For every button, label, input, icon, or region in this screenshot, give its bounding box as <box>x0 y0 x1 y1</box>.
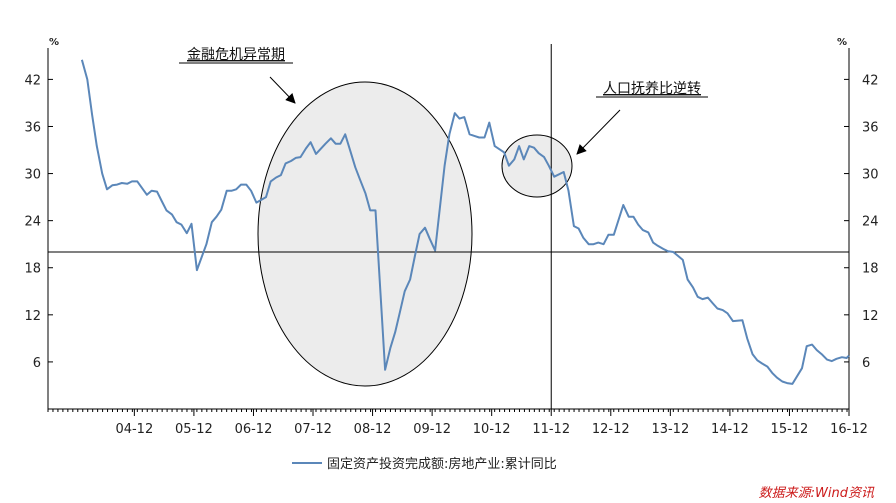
x-tick-label: 09-12 <box>413 422 451 437</box>
y-tick-label-right: 24 <box>862 215 879 230</box>
source-note: 数据来源:Wind资讯 <box>759 486 875 501</box>
y-tick-label-right: 18 <box>862 262 879 277</box>
x-tick-label: 10-12 <box>473 422 511 437</box>
y-tick-label-right: 42 <box>862 73 879 88</box>
x-tick-label: 07-12 <box>294 422 332 437</box>
x-tick-label: 16-12 <box>830 422 868 437</box>
annotation-population-label: 人口抚养比逆转 <box>603 81 701 97</box>
x-tick-label: 15-12 <box>771 422 809 437</box>
y-tick-label-left: 24 <box>24 215 41 230</box>
x-tick-label: 04-12 <box>115 422 153 437</box>
crisis-ellipse <box>257 81 473 387</box>
y-unit-right: % <box>837 37 847 48</box>
y-tick-label-left: 18 <box>24 262 41 277</box>
y-tick-label-right: 36 <box>862 120 879 135</box>
annotation-crisis-label: 金融危机异常期 <box>187 47 285 63</box>
x-tick-label: 14-12 <box>711 422 749 437</box>
x-tick-label: 13-12 <box>651 422 689 437</box>
y-tick-label-right: 30 <box>862 168 879 183</box>
y-tick-label-left: 36 <box>24 120 41 135</box>
population-ellipse <box>501 134 573 198</box>
y-tick-label-left: 30 <box>24 168 41 183</box>
legend-label: 固定资产投资完成额:房地产业:累计同比 <box>327 456 557 472</box>
y-tick-label-right: 6 <box>862 356 870 371</box>
y-unit-left: % <box>49 37 59 48</box>
y-tick-label-left: 42 <box>24 73 41 88</box>
x-tick-label: 12-12 <box>592 422 630 437</box>
x-tick-label: 11-12 <box>532 422 570 437</box>
annotation-crisis-arrow <box>269 76 296 104</box>
x-tick-label: 06-12 <box>235 422 273 437</box>
y-tick-label-left: 12 <box>24 309 41 324</box>
y-tick-label-left: 6 <box>33 356 41 371</box>
y-tick-label-right: 12 <box>862 309 879 324</box>
x-tick-label: 08-12 <box>354 422 392 437</box>
annotation-population-arrow <box>576 109 621 155</box>
series-line <box>80 59 850 385</box>
x-tick-label: 05-12 <box>175 422 213 437</box>
